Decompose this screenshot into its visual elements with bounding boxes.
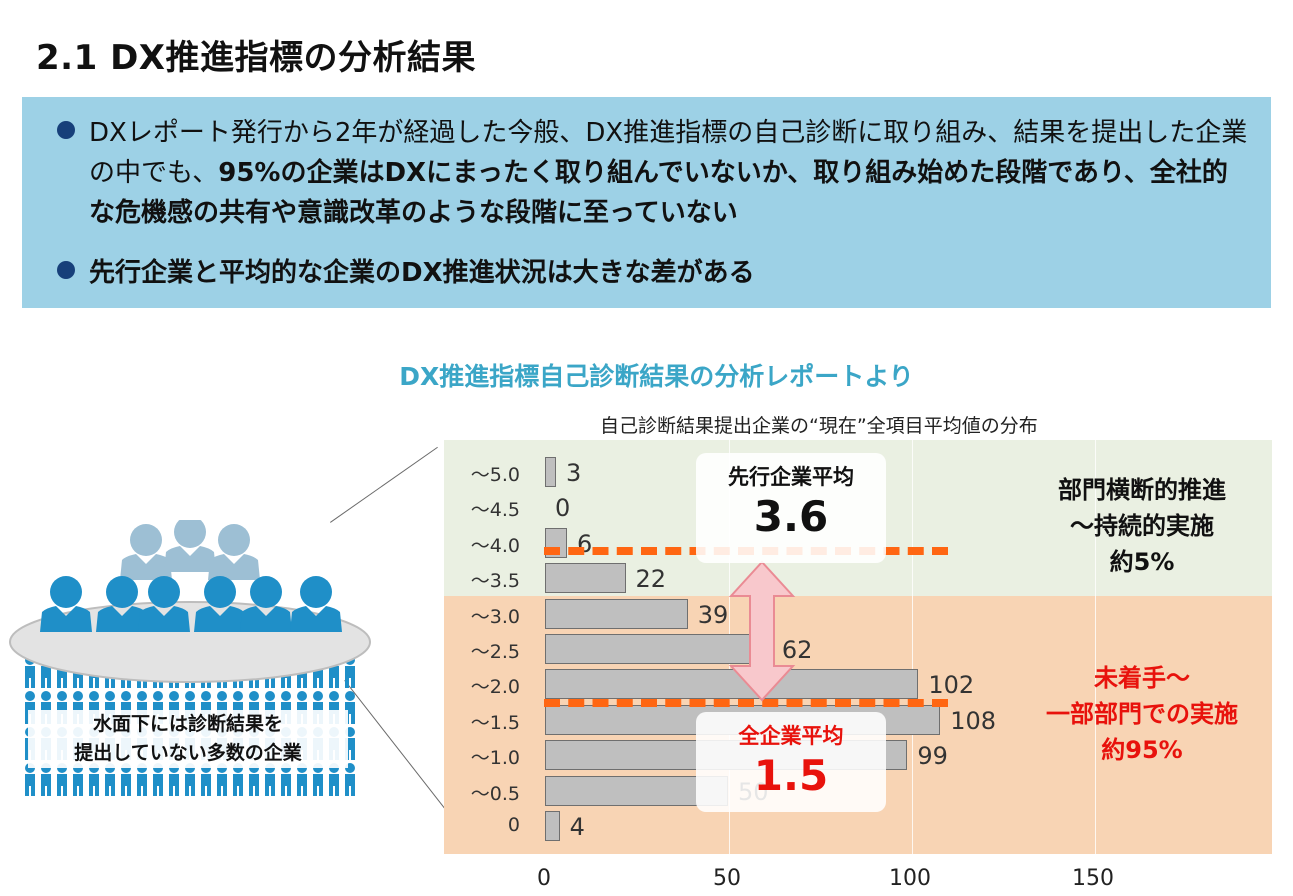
chart-bar — [545, 634, 772, 664]
all-average-line — [544, 699, 948, 707]
gridline — [1095, 440, 1096, 854]
bar-value-label: 3 — [565, 459, 582, 487]
bar-value-label: 102 — [928, 671, 975, 700]
bar-value-label: 39 — [697, 600, 729, 629]
bar-value-label: 0 — [555, 494, 571, 523]
iceberg-line-top — [330, 446, 438, 523]
bar-value-label: 4 — [569, 813, 585, 841]
x-tick-label: 50 — [713, 866, 741, 891]
y-tick-label: ～5.0 — [470, 464, 520, 486]
all-average-label: 全企業平均 — [738, 724, 844, 748]
y-tick-label: ～1.5 — [470, 711, 520, 734]
all-average-callout: 全企業平均 1.5 — [696, 712, 886, 812]
leader-average-value: 3.6 — [753, 492, 829, 541]
bar-value-label: 22 — [635, 565, 667, 594]
bar-value-label: 62 — [781, 636, 813, 664]
chart-bar — [545, 811, 560, 841]
zone-majority-label: 未着手～ 一部部門での実施 約95% — [1012, 660, 1272, 768]
zone-advanced-line-2: ～持続的実施 — [1070, 512, 1214, 540]
summary-bullet-1-text: DXレポート発行から2年が経過した今般、DX推進指標の自己診断に取り組み、結果を… — [89, 113, 1249, 233]
zone-majority-line-1: 未着手～ — [1094, 664, 1190, 692]
page-title: 2.1 DX推進指標の分析結果 — [36, 38, 477, 78]
bullet-dot-icon — [57, 121, 75, 139]
chart-bar — [545, 669, 919, 700]
all-average-value: 1.5 — [753, 751, 829, 800]
zone-majority-line-2: 一部部門での実施 — [1046, 700, 1238, 728]
summary-bullet-2-text: 先行企業と平均的な企業のDX推進状況は大きな差がある — [89, 258, 755, 288]
summary-box — [22, 97, 1271, 308]
gridline — [912, 440, 913, 854]
y-tick-label: ～0.5 — [470, 782, 520, 805]
bar-value-label: 108 — [950, 706, 997, 735]
x-tick-label: 100 — [889, 866, 931, 891]
x-tick-label: 150 — [1072, 866, 1114, 891]
summary-text-bold: 95%の企業はDXにまったく取り組んでいないか、取り組み始めた段階であり、全社的… — [89, 158, 1228, 228]
y-tick-label: ～1.0 — [470, 747, 520, 770]
chart-subtitle: 自己診断結果提出企業の“現在”全項目平均値の分布 — [600, 415, 1038, 437]
bar-value-label: 99 — [917, 742, 948, 771]
gap-arrow-icon — [728, 560, 796, 702]
zone-advanced-line-3: 約5% — [1109, 548, 1175, 576]
y-tick-label: ～3.5 — [470, 570, 520, 593]
y-tick-label: ～2.0 — [470, 676, 520, 699]
y-tick-label: ～4.5 — [470, 499, 520, 522]
chart-bar — [545, 598, 688, 629]
crowd-caption-line-2: 提出していない多数の企業 — [74, 742, 302, 764]
leader-average-callout: 先行企業平均 3.6 — [696, 453, 886, 563]
y-tick-label: ～4.0 — [470, 534, 520, 557]
crowd-illustration — [9, 520, 371, 810]
y-tick-label: ～2.5 — [470, 641, 520, 663]
zone-majority-line-3: 約95% — [1101, 736, 1183, 764]
chart-section-title: DX推進指標自己診断結果の分析レポートより — [399, 362, 914, 391]
chart-bar — [545, 563, 626, 594]
summary-text-normal: DXレポート発行から2年が経過した今般、DX推進指標の自己診断に取り組み、結果を… — [89, 118, 1248, 188]
y-tick-label: ～3.0 — [470, 605, 520, 628]
y-tick-label: 0 — [507, 814, 520, 836]
zone-advanced-label: 部門横断的推進 ～持続的実施 約5% — [1025, 472, 1259, 580]
zone-advanced-line-1: 部門横断的推進 — [1058, 476, 1226, 504]
bullet-dot-icon — [57, 261, 75, 279]
leader-average-label: 先行企業平均 — [728, 465, 854, 489]
chart-bar — [545, 457, 556, 487]
crowd-caption: 水面下には診断結果を 提出していない多数の企業 — [28, 710, 348, 768]
x-tick-label: 0 — [537, 866, 551, 891]
crowd-caption-line-1: 水面下には診断結果を — [92, 713, 283, 735]
